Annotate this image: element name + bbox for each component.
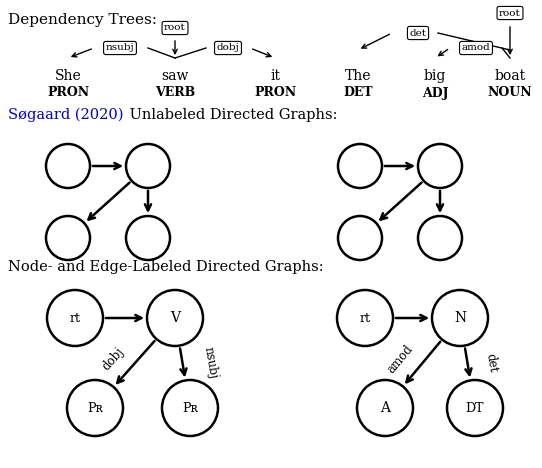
- Text: Unlabeled Directed Graphs:: Unlabeled Directed Graphs:: [125, 108, 338, 122]
- Text: VERB: VERB: [155, 87, 195, 100]
- Circle shape: [337, 290, 393, 346]
- Text: rt: rt: [359, 312, 371, 324]
- Circle shape: [46, 216, 90, 260]
- Text: root: root: [499, 8, 521, 17]
- Circle shape: [357, 380, 413, 436]
- Text: rt: rt: [69, 312, 81, 324]
- Text: dobj: dobj: [217, 44, 240, 52]
- Circle shape: [126, 144, 170, 188]
- Text: ADJ: ADJ: [422, 87, 448, 100]
- Text: V: V: [170, 311, 180, 325]
- Circle shape: [162, 380, 218, 436]
- Text: dobj: dobj: [100, 345, 126, 373]
- Circle shape: [126, 216, 170, 260]
- Text: DET: DET: [343, 87, 373, 100]
- Circle shape: [338, 144, 382, 188]
- Circle shape: [418, 216, 462, 260]
- Text: She: She: [55, 69, 81, 83]
- Text: root: root: [164, 23, 186, 32]
- Text: amod: amod: [462, 44, 491, 52]
- Text: boat: boat: [494, 69, 526, 83]
- Text: PRON: PRON: [254, 87, 296, 100]
- Text: nsubj: nsubj: [106, 44, 134, 52]
- Text: Søgaard (2020): Søgaard (2020): [8, 108, 124, 123]
- Circle shape: [147, 290, 203, 346]
- Circle shape: [67, 380, 123, 436]
- Text: nsubj: nsubj: [202, 346, 220, 380]
- Text: Pʀ: Pʀ: [182, 402, 198, 415]
- Text: it: it: [270, 69, 280, 83]
- Text: PRON: PRON: [47, 87, 89, 100]
- Text: Pʀ: Pʀ: [87, 402, 103, 415]
- Circle shape: [432, 290, 488, 346]
- Text: det: det: [410, 29, 427, 37]
- Circle shape: [447, 380, 503, 436]
- Text: amod: amod: [385, 342, 416, 376]
- Text: NOUN: NOUN: [488, 87, 532, 100]
- Text: det: det: [483, 352, 500, 373]
- Text: N: N: [454, 311, 466, 325]
- Circle shape: [47, 290, 103, 346]
- Circle shape: [46, 144, 90, 188]
- Text: DT: DT: [466, 402, 484, 415]
- Text: A: A: [380, 401, 390, 415]
- Text: Node- and Edge-Labeled Directed Graphs:: Node- and Edge-Labeled Directed Graphs:: [8, 260, 324, 274]
- Circle shape: [418, 144, 462, 188]
- Circle shape: [338, 216, 382, 260]
- Text: Dependency Trees:: Dependency Trees:: [8, 13, 157, 27]
- Text: The: The: [345, 69, 371, 83]
- Text: saw: saw: [162, 69, 189, 83]
- Text: big: big: [424, 69, 446, 83]
